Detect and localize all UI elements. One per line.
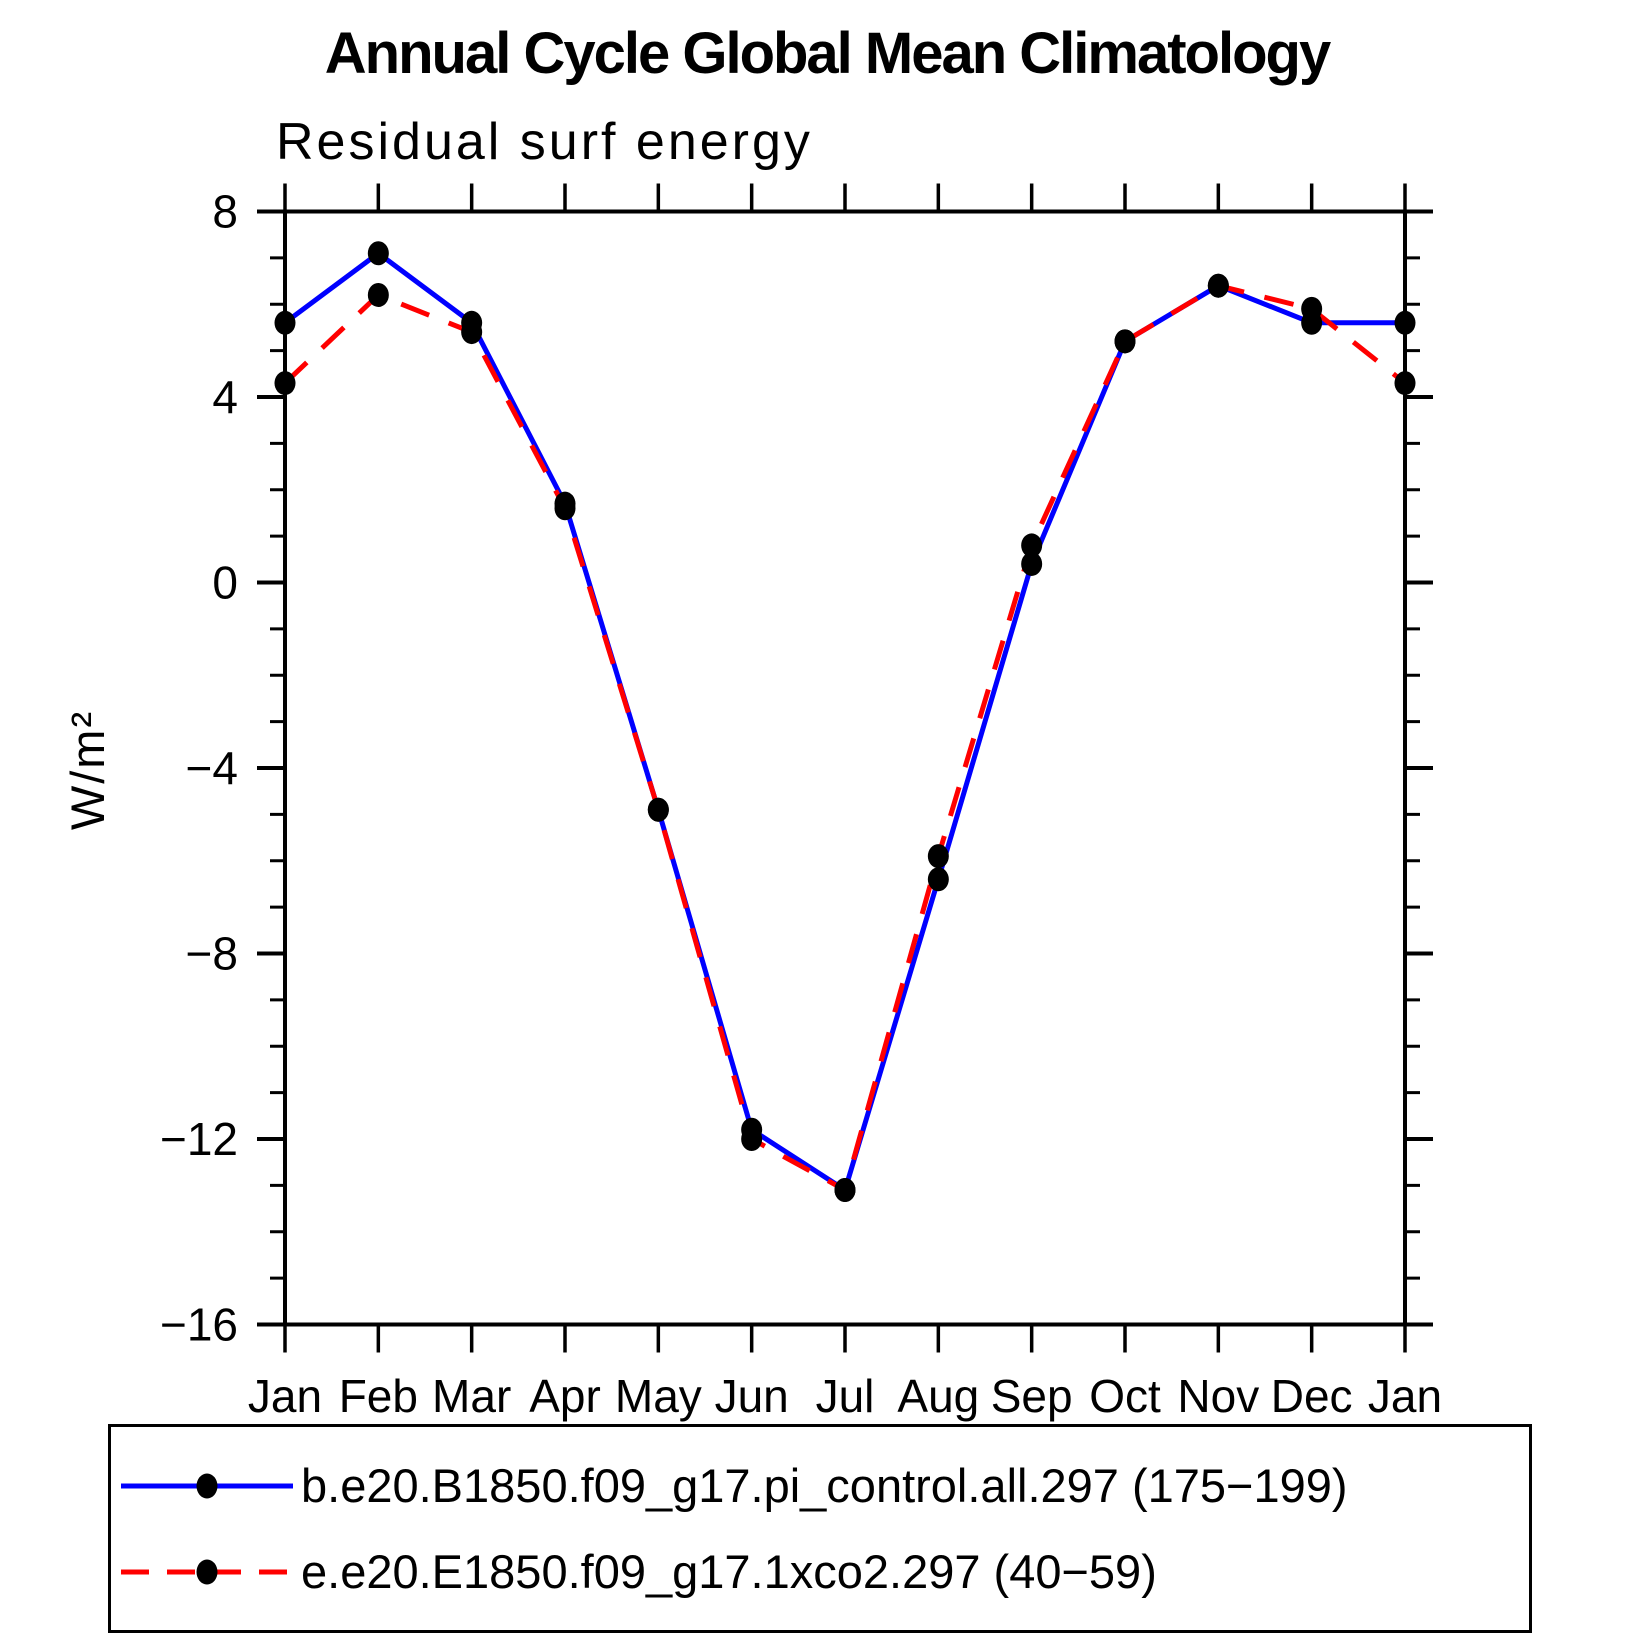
svg-text:Apr: Apr — [529, 1370, 601, 1422]
legend: b.e20.B1850.f09_g17.pi_control.all.297 (… — [108, 1424, 1532, 1633]
chart-subtitle: Residual surf energy — [276, 113, 813, 171]
svg-text:8: 8 — [212, 186, 238, 238]
legend-line-sample-solid — [121, 1473, 293, 1498]
legend-marker-dot — [196, 1559, 218, 1584]
svg-text:Jun: Jun — [715, 1370, 789, 1422]
legend-line-sample-dashed — [121, 1559, 293, 1584]
svg-text:−16: −16 — [160, 1299, 238, 1351]
svg-text:4: 4 — [212, 371, 238, 423]
chart-title: Annual Cycle Global Mean Climatology — [324, 21, 1331, 86]
svg-text:−12: −12 — [160, 1113, 238, 1165]
svg-text:−4: −4 — [186, 742, 238, 794]
svg-text:Dec: Dec — [1271, 1370, 1353, 1422]
svg-text:Mar: Mar — [432, 1370, 511, 1422]
svg-text:Sep: Sep — [991, 1370, 1073, 1422]
legend-label: e.e20.E1850.f09_g17.1xco2.297 (40−59) — [301, 1545, 1157, 1598]
svg-text:Jan: Jan — [1368, 1370, 1442, 1422]
svg-text:0: 0 — [212, 557, 238, 609]
svg-text:Jul: Jul — [816, 1370, 875, 1422]
svg-text:Jan: Jan — [248, 1370, 322, 1422]
svg-text:Feb: Feb — [339, 1370, 418, 1422]
legend-item: b.e20.B1850.f09_g17.pi_control.all.297 (… — [119, 1458, 1529, 1513]
svg-text:−8: −8 — [186, 928, 238, 980]
svg-text:Nov: Nov — [1177, 1370, 1259, 1422]
legend-marker-dot — [196, 1473, 218, 1498]
legend-item: e.e20.E1850.f09_g17.1xco2.297 (40−59) — [119, 1544, 1529, 1599]
legend-label: b.e20.B1850.f09_g17.pi_control.all.297 (… — [301, 1459, 1348, 1512]
svg-text:May: May — [615, 1370, 702, 1422]
svg-text:Oct: Oct — [1089, 1370, 1161, 1422]
svg-text:Aug: Aug — [897, 1370, 979, 1422]
